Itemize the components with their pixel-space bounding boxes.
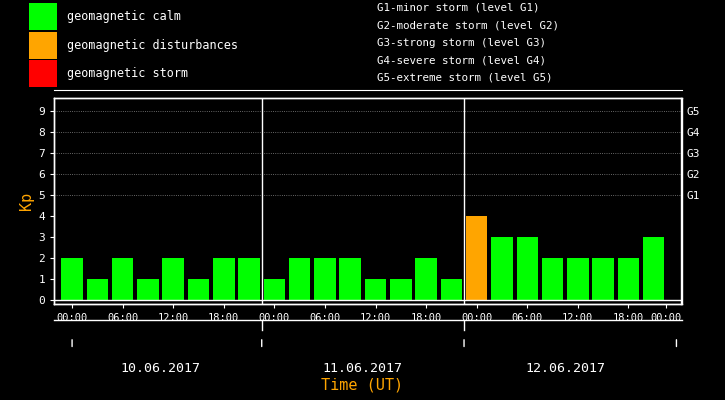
FancyBboxPatch shape	[29, 60, 57, 87]
Bar	[643, 237, 664, 300]
Text: geomagnetic storm: geomagnetic storm	[67, 67, 188, 80]
Bar	[492, 237, 513, 300]
Text: Time (UT): Time (UT)	[321, 378, 404, 393]
Bar	[314, 258, 336, 300]
Bar	[592, 258, 614, 300]
Text: G1-minor storm (level G1): G1-minor storm (level G1)	[377, 3, 539, 13]
Bar	[213, 258, 235, 300]
Bar	[365, 279, 386, 300]
Bar	[112, 258, 133, 300]
Bar	[390, 279, 412, 300]
Text: 11.06.2017: 11.06.2017	[323, 362, 403, 375]
Bar	[516, 237, 538, 300]
Bar	[618, 258, 639, 300]
Bar	[567, 258, 589, 300]
Bar	[542, 258, 563, 300]
Bar	[86, 279, 108, 300]
Bar	[466, 216, 487, 300]
Bar	[188, 279, 210, 300]
Text: G4-severe storm (level G4): G4-severe storm (level G4)	[377, 55, 546, 65]
Bar	[137, 279, 159, 300]
Text: geomagnetic calm: geomagnetic calm	[67, 10, 181, 23]
FancyBboxPatch shape	[29, 32, 57, 58]
Text: G2-moderate storm (level G2): G2-moderate storm (level G2)	[377, 20, 559, 30]
Text: 12.06.2017: 12.06.2017	[525, 362, 605, 375]
Bar	[339, 258, 361, 300]
Y-axis label: Kp: Kp	[20, 192, 34, 210]
Bar	[239, 258, 260, 300]
Text: G3-strong storm (level G3): G3-strong storm (level G3)	[377, 38, 546, 48]
Bar	[289, 258, 310, 300]
Text: G5-extreme storm (level G5): G5-extreme storm (level G5)	[377, 73, 552, 83]
Text: 10.06.2017: 10.06.2017	[120, 362, 201, 375]
Bar	[264, 279, 285, 300]
Text: geomagnetic disturbances: geomagnetic disturbances	[67, 38, 239, 52]
Bar	[415, 258, 437, 300]
FancyBboxPatch shape	[29, 3, 57, 30]
Bar	[62, 258, 83, 300]
Bar	[441, 279, 462, 300]
Bar	[162, 258, 184, 300]
